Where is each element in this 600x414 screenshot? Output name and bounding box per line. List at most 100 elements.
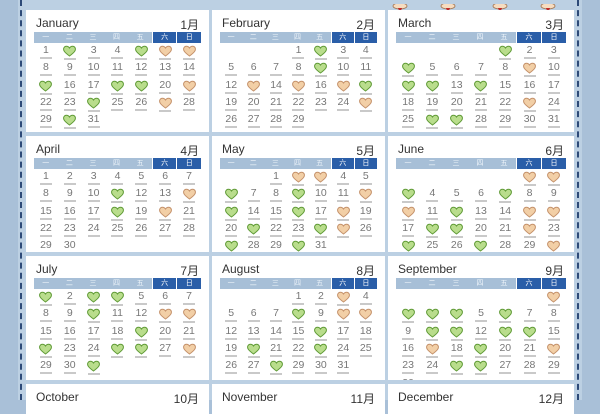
marked-day-cell[interactable] bbox=[542, 291, 566, 308]
good-day-cell[interactable] bbox=[106, 188, 130, 205]
marked-day-cell[interactable] bbox=[517, 62, 541, 79]
day-cell[interactable]: 17 bbox=[82, 205, 106, 223]
day-cell[interactable]: 17 bbox=[396, 222, 420, 240]
good-day-cell[interactable] bbox=[396, 80, 420, 97]
day-cell[interactable]: 7 bbox=[177, 291, 201, 308]
day-cell[interactable]: 4 bbox=[355, 45, 377, 62]
day-cell[interactable]: 30 bbox=[58, 360, 82, 377]
day-cell[interactable]: 5 bbox=[420, 62, 444, 79]
day-cell[interactable]: 26 bbox=[355, 222, 377, 240]
good-day-cell[interactable] bbox=[469, 240, 493, 252]
day-cell[interactable]: 20 bbox=[469, 222, 493, 240]
day-cell[interactable]: 13 bbox=[469, 205, 493, 223]
day-cell[interactable]: 23 bbox=[58, 96, 82, 114]
day-cell[interactable]: 6 bbox=[445, 62, 469, 79]
day-cell[interactable]: 29 bbox=[287, 114, 309, 131]
marked-day-cell[interactable] bbox=[517, 171, 541, 188]
day-cell[interactable]: 16 bbox=[58, 205, 82, 223]
day-cell[interactable]: 22 bbox=[287, 96, 309, 114]
day-cell[interactable]: 9 bbox=[542, 188, 566, 205]
day-cell[interactable]: 25 bbox=[420, 240, 444, 252]
day-cell[interactable]: 3 bbox=[332, 45, 354, 62]
day-cell[interactable]: 29 bbox=[287, 360, 309, 377]
day-cell[interactable]: 3 bbox=[82, 171, 106, 188]
day-cell[interactable]: 1 bbox=[34, 45, 58, 62]
day-cell[interactable]: 20 bbox=[153, 79, 177, 97]
day-cell[interactable]: 22 bbox=[34, 96, 58, 114]
good-day-cell[interactable] bbox=[220, 240, 242, 252]
good-day-cell[interactable] bbox=[287, 206, 309, 223]
day-cell[interactable]: 8 bbox=[517, 188, 541, 205]
day-cell[interactable]: 18 bbox=[445, 342, 469, 360]
day-cell[interactable]: 2 bbox=[310, 291, 332, 308]
good-day-cell[interactable] bbox=[310, 223, 332, 240]
good-day-cell[interactable] bbox=[242, 343, 264, 360]
day-cell[interactable]: 29 bbox=[265, 240, 287, 252]
day-cell[interactable]: 11 bbox=[106, 62, 130, 79]
good-day-cell[interactable] bbox=[517, 326, 541, 343]
day-cell[interactable]: 8 bbox=[34, 62, 58, 79]
good-day-cell[interactable] bbox=[58, 45, 82, 62]
day-cell[interactable]: 5 bbox=[355, 171, 377, 188]
good-day-cell[interactable] bbox=[420, 80, 444, 97]
day-cell[interactable]: 6 bbox=[242, 62, 264, 79]
marked-day-cell[interactable] bbox=[242, 80, 264, 97]
day-cell[interactable]: 6 bbox=[469, 188, 493, 205]
day-cell[interactable]: 28 bbox=[517, 360, 541, 377]
good-day-cell[interactable] bbox=[396, 308, 420, 325]
good-day-cell[interactable] bbox=[106, 291, 130, 308]
good-day-cell[interactable] bbox=[420, 308, 444, 325]
day-cell[interactable]: 5 bbox=[220, 308, 242, 325]
day-cell[interactable]: 1 bbox=[287, 45, 309, 62]
day-cell[interactable]: 8 bbox=[265, 188, 287, 205]
day-cell[interactable]: 28 bbox=[469, 114, 493, 131]
good-day-cell[interactable] bbox=[493, 308, 517, 325]
day-cell[interactable]: 16 bbox=[396, 342, 420, 360]
day-cell[interactable]: 22 bbox=[34, 222, 58, 240]
marked-day-cell[interactable] bbox=[517, 206, 541, 223]
day-cell[interactable]: 15 bbox=[265, 205, 287, 223]
day-cell[interactable]: 10 bbox=[82, 188, 106, 205]
day-cell[interactable]: 7 bbox=[242, 188, 264, 205]
day-cell[interactable]: 4 bbox=[355, 291, 377, 308]
good-day-cell[interactable] bbox=[242, 223, 264, 240]
day-cell[interactable]: 21 bbox=[177, 325, 201, 343]
marked-day-cell[interactable] bbox=[517, 223, 541, 240]
day-cell[interactable]: 25 bbox=[396, 114, 420, 131]
marked-day-cell[interactable] bbox=[287, 80, 309, 97]
day-cell[interactable]: 9 bbox=[58, 308, 82, 325]
day-cell[interactable]: 5 bbox=[469, 308, 493, 325]
marked-day-cell[interactable] bbox=[355, 188, 377, 205]
day-cell[interactable]: 27 bbox=[153, 342, 177, 360]
good-day-cell[interactable] bbox=[310, 326, 332, 343]
good-day-cell[interactable] bbox=[445, 326, 469, 343]
day-cell[interactable]: 12 bbox=[129, 308, 153, 325]
day-cell[interactable]: 17 bbox=[82, 325, 106, 343]
good-day-cell[interactable] bbox=[82, 97, 106, 114]
day-cell[interactable]: 1 bbox=[265, 171, 287, 188]
day-cell[interactable]: 14 bbox=[265, 79, 287, 97]
marked-day-cell[interactable] bbox=[355, 97, 377, 114]
day-cell[interactable]: 11 bbox=[332, 188, 354, 205]
good-day-cell[interactable] bbox=[106, 343, 130, 360]
day-cell[interactable]: 22 bbox=[265, 222, 287, 240]
day-cell[interactable]: 20 bbox=[445, 96, 469, 114]
day-cell[interactable]: 23 bbox=[58, 342, 82, 360]
day-cell[interactable]: 27 bbox=[493, 360, 517, 377]
marked-day-cell[interactable] bbox=[332, 80, 354, 97]
day-cell[interactable]: 9 bbox=[310, 308, 332, 325]
marked-day-cell[interactable] bbox=[542, 240, 566, 252]
good-day-cell[interactable] bbox=[129, 343, 153, 360]
day-cell[interactable]: 1 bbox=[34, 171, 58, 188]
day-cell[interactable]: 7 bbox=[265, 62, 287, 79]
day-cell[interactable]: 31 bbox=[332, 360, 354, 377]
good-day-cell[interactable] bbox=[445, 223, 469, 240]
good-day-cell[interactable] bbox=[129, 45, 153, 62]
marked-day-cell[interactable] bbox=[517, 97, 541, 114]
day-cell[interactable]: 21 bbox=[517, 342, 541, 360]
day-cell[interactable]: 8 bbox=[493, 62, 517, 79]
day-cell[interactable]: 7 bbox=[265, 308, 287, 325]
marked-day-cell[interactable] bbox=[177, 343, 201, 360]
day-cell[interactable]: 25 bbox=[106, 222, 130, 240]
day-cell[interactable]: 25 bbox=[106, 96, 130, 114]
